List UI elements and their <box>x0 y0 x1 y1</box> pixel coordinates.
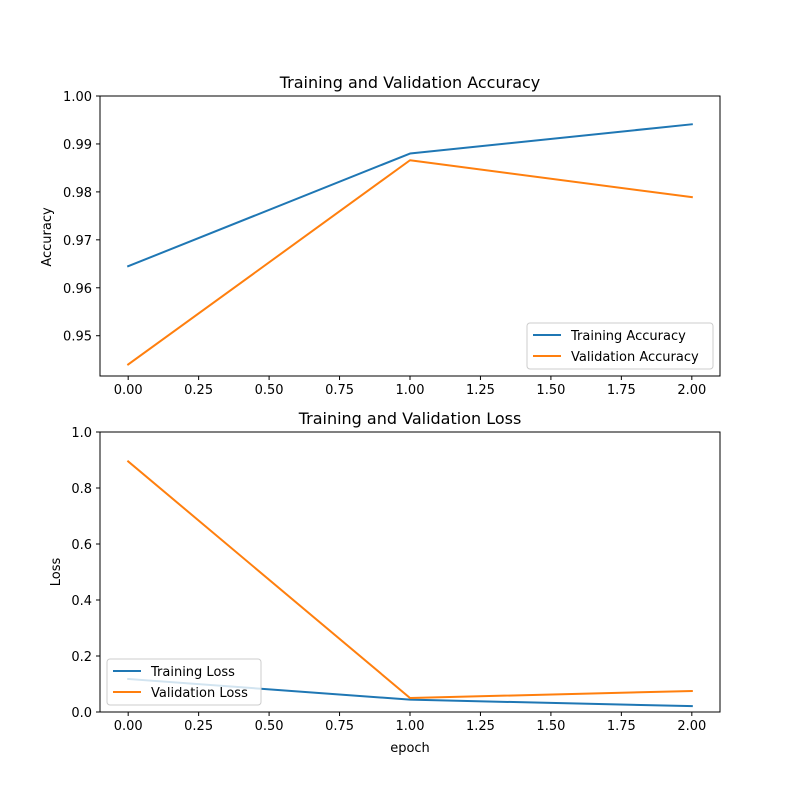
loss-chart-title: Training and Validation Loss <box>298 409 522 428</box>
accuracy-legend: Training Accuracy Validation Accuracy <box>526 322 714 370</box>
accuracy-ticks: 0.00 0.25 0.50 0.75 1.00 1.25 1.50 1.75 2.00 0.95… <box>63 90 706 398</box>
loss-x-tick-label: 0.00 <box>114 719 143 734</box>
loss-x-tick-label: 1.00 <box>396 719 425 734</box>
loss-y-tick-label: 0.6 <box>71 538 92 553</box>
loss-x-axis-label: epoch <box>390 741 430 756</box>
loss-legend-box <box>106 658 262 706</box>
loss-subplot: Training and Validation Loss Loss epoch … <box>49 409 721 756</box>
accuracy-subplot: Training and Validation Accuracy Accurac… <box>40 73 721 398</box>
accuracy-y-axis-label: Accuracy <box>40 207 55 267</box>
loss-y-tick-label: 0.2 <box>71 650 92 665</box>
loss-x-tick-label: 1.75 <box>607 719 636 734</box>
loss-x-tick-label: 1.25 <box>466 719 495 734</box>
loss-legend: Training Loss Validation Loss <box>106 658 262 706</box>
accuracy-lines <box>126 123 693 366</box>
loss-x-tick-label: 2.00 <box>677 719 706 734</box>
loss-x-tick-label: 0.50 <box>255 719 284 734</box>
accuracy-y-tick-label: 1.00 <box>63 90 92 105</box>
legend-training-accuracy-label: Training Accuracy <box>570 329 686 344</box>
accuracy-y-tick-label: 0.96 <box>63 282 92 297</box>
accuracy-chart-title: Training and Validation Accuracy <box>279 73 541 92</box>
loss-y-axis-label: Loss <box>49 558 64 587</box>
loss-ticks: 0.00 0.25 0.50 0.75 1.00 1.25 1.50 1.75 2.00 0.0 0… <box>71 426 706 734</box>
accuracy-y-tick-label: 0.97 <box>63 234 92 249</box>
loss-y-tick-label: 0.8 <box>71 482 92 497</box>
series-line-validation-loss <box>126 459 693 699</box>
series-line-training-accuracy <box>126 123 693 268</box>
loss-x-tick-label: 0.75 <box>325 719 354 734</box>
legend-training-loss-label: Training Loss <box>150 665 235 680</box>
accuracy-y-tick-label: 0.99 <box>63 138 92 153</box>
legend-validation-accuracy-label: Validation Accuracy <box>571 350 699 365</box>
loss-y-tick-label: 1.0 <box>71 426 92 441</box>
accuracy-x-tick-label: 1.75 <box>607 383 636 398</box>
accuracy-x-tick-label: 1.00 <box>396 383 425 398</box>
accuracy-x-tick-label: 0.75 <box>325 383 354 398</box>
legend-validation-loss-label: Validation Loss <box>151 686 248 701</box>
loss-y-tick-label: 0.4 <box>71 594 92 609</box>
accuracy-legend-box <box>526 322 714 370</box>
accuracy-x-tick-label: 1.50 <box>536 383 565 398</box>
series-line-validation-accuracy <box>126 159 693 366</box>
loss-x-tick-label: 1.50 <box>536 719 565 734</box>
accuracy-x-tick-label: 0.25 <box>184 383 213 398</box>
accuracy-x-tick-label: 0.00 <box>114 383 143 398</box>
loss-x-tick-label: 0.25 <box>184 719 213 734</box>
accuracy-plot-frame <box>99 95 721 377</box>
accuracy-x-tick-label: 0.50 <box>255 383 284 398</box>
loss-y-tick-label: 0.0 <box>71 706 92 721</box>
accuracy-x-tick-label: 1.25 <box>466 383 495 398</box>
accuracy-x-tick-label: 2.00 <box>677 383 706 398</box>
accuracy-y-tick-label: 0.98 <box>63 186 92 201</box>
accuracy-y-tick-label: 0.95 <box>63 330 92 345</box>
loss-plot-frame <box>99 431 721 713</box>
